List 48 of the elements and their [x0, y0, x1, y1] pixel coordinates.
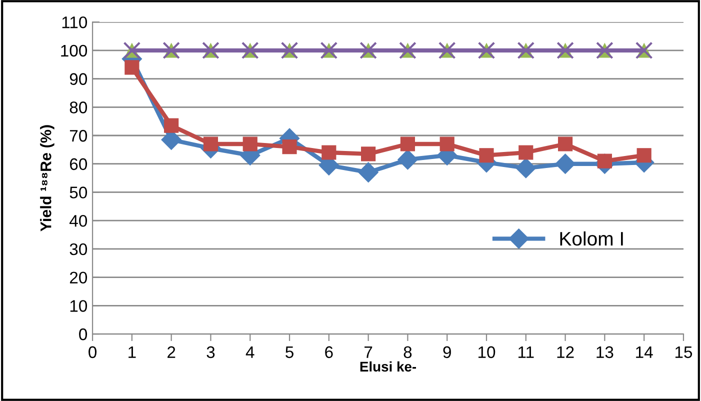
point	[516, 158, 536, 178]
x-tick-label: 4	[246, 346, 254, 358]
legend-label: Kolom I	[560, 231, 623, 246]
y-tick-label: 100	[61, 44, 88, 57]
x-tick-label: 15	[675, 346, 692, 358]
y-axis-title: Yield ¹⁸⁸Re (%)	[40, 125, 54, 232]
x-tick-label: 7	[364, 346, 372, 358]
point	[203, 136, 218, 152]
x-tick-label: 13	[596, 346, 614, 358]
x-tick-label: 3	[206, 346, 215, 358]
point	[518, 145, 534, 160]
y-tick-label: 10	[70, 300, 88, 312]
point	[282, 140, 297, 154]
y-tick-label: 0	[79, 328, 88, 340]
point	[440, 136, 454, 152]
x-tick-label: 5	[286, 346, 294, 358]
x-tick-label: 2	[168, 346, 176, 358]
x-axis-title: Elusi ke-	[360, 361, 416, 372]
y-tick-label: 70	[70, 130, 88, 142]
y-tick-label: 40	[70, 214, 88, 227]
y-tick-label: 80	[70, 102, 88, 114]
x-tick-label: 14	[636, 346, 653, 358]
point	[358, 162, 378, 183]
point	[361, 146, 376, 162]
x-tick-label: 8	[404, 346, 412, 358]
point	[124, 60, 140, 75]
x-tick-label: 12	[557, 346, 574, 358]
point	[400, 136, 415, 152]
point	[479, 148, 494, 163]
point	[558, 136, 573, 152]
point	[322, 145, 336, 160]
y-tick-label: 110	[62, 16, 88, 28]
point	[636, 148, 652, 163]
y-tick-label: 50	[70, 186, 88, 198]
x-tick-label: 11	[518, 346, 534, 358]
point	[242, 136, 258, 152]
x-tick-label: 9	[443, 346, 451, 358]
point	[164, 118, 179, 133]
y-tick-label: 60	[70, 158, 88, 170]
point	[398, 149, 418, 170]
point	[555, 154, 576, 174]
x-tick-label: 1	[128, 346, 136, 358]
y-tick-label: 90	[70, 73, 88, 85]
x-tick-label: 10	[478, 346, 496, 358]
x-tick-label: 0	[88, 346, 97, 358]
y-tick-label: 20	[70, 272, 88, 284]
x-tick-label: 6	[325, 346, 333, 358]
y-tick-label: 30	[70, 243, 88, 256]
